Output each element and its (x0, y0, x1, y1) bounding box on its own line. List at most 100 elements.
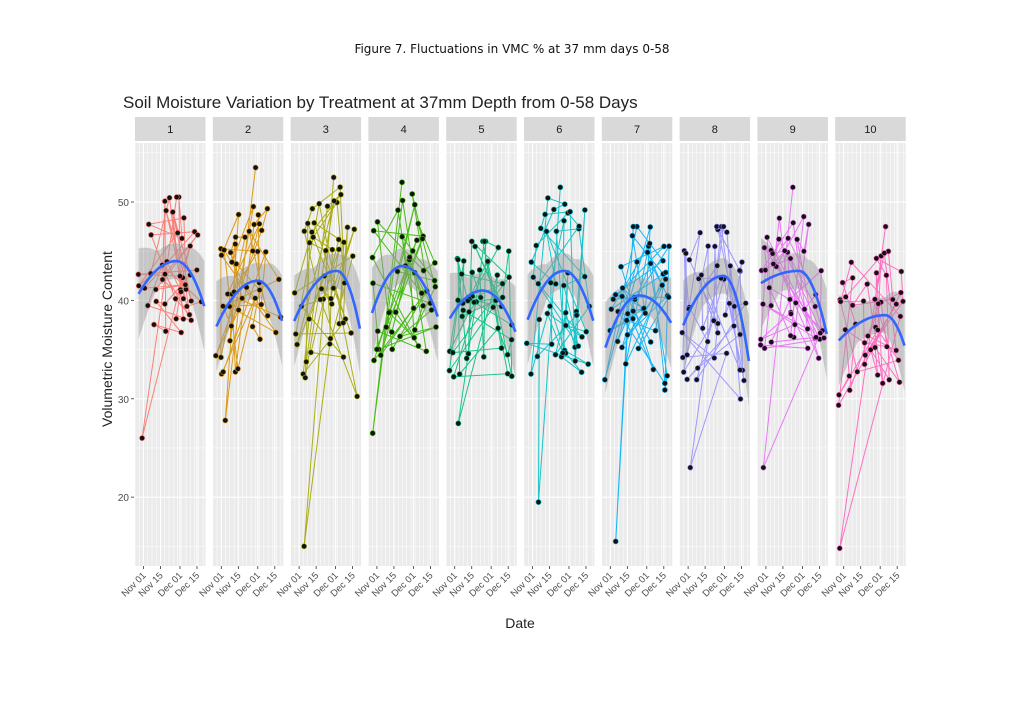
data-point (762, 267, 769, 273)
data-point (173, 194, 180, 200)
data-point (849, 302, 856, 309)
data-point (679, 329, 686, 336)
data-point (860, 298, 867, 304)
data-point (865, 333, 871, 339)
data-point (581, 273, 588, 280)
data-point (881, 250, 888, 256)
data-point (318, 285, 325, 292)
data-point (875, 300, 882, 307)
data-point (251, 221, 257, 228)
data-point (145, 221, 152, 228)
data-point (218, 252, 225, 259)
data-point (544, 310, 551, 317)
data-point (151, 321, 157, 328)
data-point (481, 238, 488, 245)
data-point (705, 243, 711, 249)
data-point (495, 325, 501, 332)
data-point (232, 241, 239, 247)
data-point (862, 352, 869, 358)
data-point (776, 215, 783, 222)
data-point (530, 274, 537, 281)
data-point (419, 235, 426, 242)
data-point (466, 308, 472, 315)
facet-strip (290, 117, 362, 141)
data-point (835, 402, 842, 409)
data-point (801, 248, 807, 255)
data-point (306, 316, 312, 322)
data-point (582, 207, 588, 213)
facet-strip (601, 117, 673, 141)
facet-strip (524, 117, 595, 141)
data-point (781, 247, 788, 254)
data-point (698, 272, 705, 278)
data-point (804, 345, 811, 352)
data-point (630, 223, 637, 230)
data-point (727, 262, 734, 269)
data-point (790, 184, 796, 191)
data-point (306, 239, 313, 246)
data-point (310, 234, 317, 241)
data-point (578, 369, 585, 376)
data-point (614, 338, 621, 345)
data-point (420, 302, 426, 309)
data-point (742, 300, 749, 307)
data-point (836, 391, 842, 398)
data-point (249, 323, 256, 330)
data-point (162, 271, 168, 277)
data-point (222, 417, 229, 424)
data-point (377, 352, 384, 359)
data-point (665, 294, 672, 301)
data-point (351, 226, 358, 233)
data-point (662, 269, 669, 276)
data-point (647, 260, 654, 267)
data-point (152, 286, 159, 293)
data-point (535, 499, 542, 505)
data-point (252, 164, 259, 171)
data-point (650, 366, 657, 373)
data-point (374, 218, 381, 225)
data-point (686, 256, 693, 263)
data-point (255, 211, 262, 218)
data-point (370, 280, 376, 287)
data-point (576, 223, 582, 230)
data-point (731, 303, 738, 310)
facet-strip-label: 9 (790, 124, 796, 136)
data-point (537, 225, 544, 232)
panel-background (757, 143, 828, 566)
data-point (252, 295, 259, 302)
data-point (893, 301, 900, 307)
data-point (340, 239, 347, 246)
data-point (647, 339, 654, 345)
data-point (641, 305, 647, 312)
data-point (348, 330, 354, 336)
data-point (542, 211, 548, 218)
data-point (714, 329, 721, 336)
data-point (275, 276, 282, 283)
data-point (349, 253, 356, 259)
data-point (250, 203, 257, 210)
data-point (264, 205, 271, 212)
data-point (498, 345, 505, 351)
series-line (526, 187, 590, 503)
data-point (849, 274, 856, 281)
data-point (612, 291, 619, 298)
data-point (172, 295, 179, 302)
data-point (324, 203, 331, 210)
data-point (182, 281, 189, 288)
data-point (813, 334, 819, 341)
y-tick-label: 40 (118, 296, 130, 307)
data-point (897, 313, 904, 320)
smooth-line (215, 279, 284, 327)
smooth-line (526, 269, 595, 322)
data-point (495, 244, 502, 251)
data-point (572, 358, 579, 364)
data-point (737, 331, 743, 338)
data-point (291, 289, 298, 296)
data-point (792, 299, 799, 306)
data-point (523, 340, 530, 347)
data-point (534, 353, 541, 360)
data-point (883, 272, 890, 279)
data-point (575, 343, 582, 349)
data-point (561, 201, 568, 208)
